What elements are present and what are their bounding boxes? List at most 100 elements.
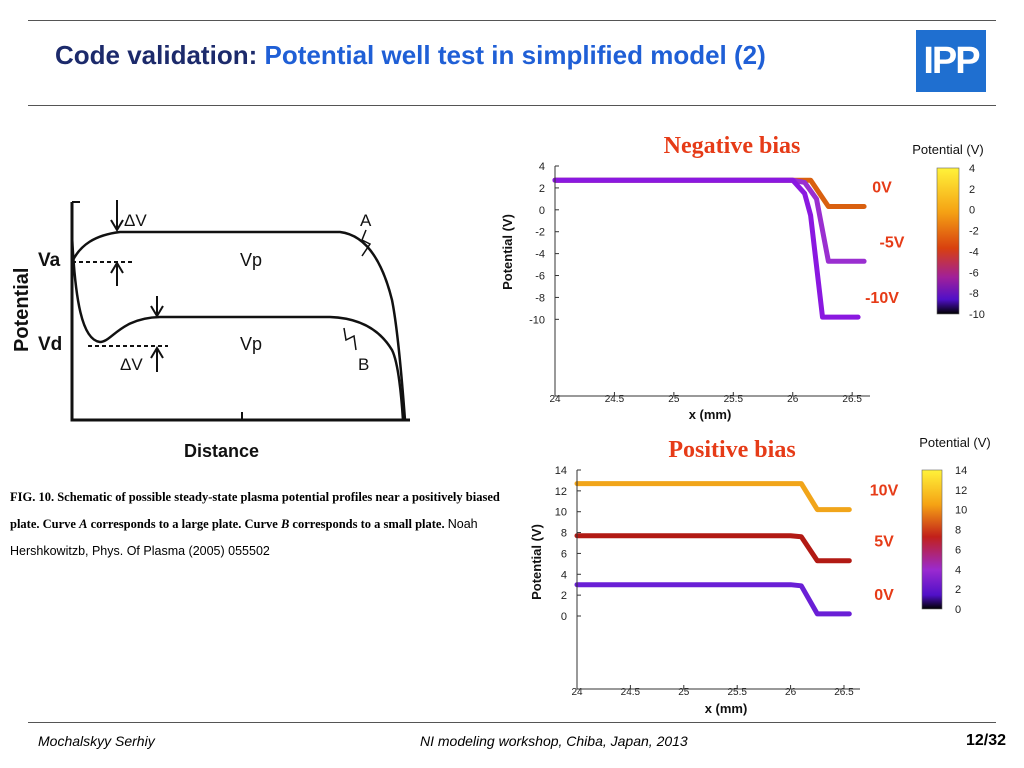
chart-title: Positive bias xyxy=(668,437,795,463)
positive-bias-chart: Positive bias Potential (V) x (mm) Poten… xyxy=(529,435,991,716)
colorbar-tick-label: 6 xyxy=(955,544,961,556)
x-tick-label: 26.5 xyxy=(834,687,854,698)
title-sub: Potential well test in simplified model … xyxy=(264,40,766,70)
page-title: Code validation: Potential well test in … xyxy=(55,40,766,71)
curve-b xyxy=(70,234,405,421)
series-line-10V xyxy=(574,481,852,513)
x-tick-labels: 24 24.5 25 25.5 26 26.5 xyxy=(549,392,862,405)
dv-top-label: ΔV xyxy=(124,211,147,230)
colorbar-tick-labels: 14 12 10 8 6 4 2 0 xyxy=(955,465,967,616)
axes-frame xyxy=(554,166,870,397)
caption-mid: corresponds to a large plate. Curve xyxy=(90,517,278,531)
schematic-frame xyxy=(70,202,410,422)
y-tick-label: 4 xyxy=(539,161,545,173)
series-lines xyxy=(574,481,852,617)
x-tick-label: 25 xyxy=(678,687,690,698)
y-tick-label: -6 xyxy=(535,271,545,283)
negative-bias-chart: Negative bias Potential (V) x (mm) Poten… xyxy=(500,133,985,422)
colorbar-tick-label: 8 xyxy=(955,525,961,537)
dv-top-arrow-up xyxy=(110,261,124,286)
colorbar-tick-label: -10 xyxy=(969,309,985,321)
footer-author: Mochalskyy Serhiy xyxy=(38,733,155,749)
schematic: Va Vd ΔV ΔV Vp Vp A B Potential Distance xyxy=(11,200,410,461)
caption-reference: Noah Hershkowitzb, Phys. Of Plasma (2005… xyxy=(10,517,478,558)
title-main: Code validation: xyxy=(55,40,258,70)
x-tick-label: 25.5 xyxy=(724,394,744,405)
colorbar-title: Potential (V) xyxy=(919,435,991,450)
colorbar-tick-label: 0 xyxy=(955,604,961,616)
colorbar-title: Potential (V) xyxy=(912,142,984,157)
curve-a-label: A xyxy=(360,211,372,230)
colorbar-tick-label: 0 xyxy=(969,205,975,217)
series-label: 0V xyxy=(872,180,892,197)
footer-rule xyxy=(28,722,996,723)
curve-a-pointer xyxy=(361,229,372,257)
series-label: -10V xyxy=(865,290,899,307)
curve-a xyxy=(70,230,407,421)
y-tick-label: -8 xyxy=(535,292,545,304)
header-rule-bottom xyxy=(28,105,996,106)
series-line--10V xyxy=(552,177,861,320)
y-tick-label: 6 xyxy=(561,548,567,560)
y-tick-label: 10 xyxy=(555,507,567,519)
y-tick-label: 0 xyxy=(539,205,545,217)
caption-curve-b: B xyxy=(280,517,290,531)
dv-bottom-label: ΔV xyxy=(120,355,143,374)
colorbar-tick-labels: 4 2 0 -2 -4 -6 -8 -10 xyxy=(969,163,985,321)
dv-top-arrow-down xyxy=(110,200,124,232)
colorbar-tick-label: -2 xyxy=(969,226,979,238)
y-tick-label: 12 xyxy=(555,486,567,498)
colorbar-tick-label: 2 xyxy=(969,184,975,196)
y-tick-label: 2 xyxy=(539,183,545,195)
colorbar-tick-label: -6 xyxy=(969,267,979,279)
colorbar-tick-label: 12 xyxy=(955,485,967,497)
y-tick-label: -2 xyxy=(535,227,545,239)
y-tick-label: 0 xyxy=(561,611,567,623)
vd-label: Vd xyxy=(38,334,62,355)
y-tick-label: -10 xyxy=(529,314,545,326)
header-rule-top xyxy=(28,20,996,21)
x-axis-label: x (mm) xyxy=(689,407,732,422)
colorbar-tick-label: 4 xyxy=(955,564,961,576)
series-label: 10V xyxy=(870,483,899,500)
ipp-logo: IPP xyxy=(916,30,986,92)
series-labels: 0V -5V -10V xyxy=(865,180,905,308)
caption-end: corresponds to a small plate. xyxy=(292,517,445,531)
x-tick-label: 25.5 xyxy=(727,687,747,698)
chart-title: Negative bias xyxy=(664,133,801,159)
colorbar xyxy=(921,469,943,610)
y-tick-label: 8 xyxy=(561,528,567,540)
colorbar-tick-label: 4 xyxy=(969,163,975,175)
schematic-x-axis-label: Distance xyxy=(184,441,259,461)
x-tick-label: 24.5 xyxy=(621,687,641,698)
colorbar-tick-label: -4 xyxy=(969,246,979,258)
y-tick-labels: 4 2 0 -2 -4 -6 -8 -10 xyxy=(529,161,559,326)
series-label: 5V xyxy=(874,534,894,551)
x-tick-labels: 24 24.5 25 25.5 26 26.5 xyxy=(571,685,854,698)
caption-fig: FIG. 10. Schematic of possible steady-st… xyxy=(10,490,500,531)
colorbar-tick-label: 14 xyxy=(955,465,967,477)
y-axis-label: Potential (V) xyxy=(500,214,515,290)
x-tick-label: 24.5 xyxy=(605,394,625,405)
curve-b-pointer xyxy=(343,327,357,351)
series-label: -5V xyxy=(880,234,905,251)
figure-caption: FIG. 10. Schematic of possible steady-st… xyxy=(10,484,515,565)
footer-event: NI modeling workshop, Chiba, Japan, 2013 xyxy=(420,733,688,749)
x-tick-label: 24 xyxy=(571,687,583,698)
x-tick-label: 26 xyxy=(785,687,797,698)
va-label: Va xyxy=(38,250,61,271)
page-number: 12/32 xyxy=(966,732,1007,749)
x-tick-label: 24 xyxy=(549,394,561,405)
dv-bottom-arrow-down xyxy=(150,296,164,318)
series-lines xyxy=(552,177,867,320)
dv-bottom-arrow-up xyxy=(150,346,164,372)
vp-top-label: Vp xyxy=(240,250,262,270)
vp-bottom-label: Vp xyxy=(240,334,262,354)
x-tick-label: 25 xyxy=(668,394,680,405)
axes-frame xyxy=(576,470,860,690)
y-tick-label: 4 xyxy=(561,569,567,581)
y-tick-labels: 14 12 10 8 6 4 2 0 xyxy=(555,465,581,623)
x-axis-label: x (mm) xyxy=(705,701,748,716)
series-labels: 10V 5V 0V xyxy=(870,483,899,604)
schematic-y-axis-label: Potential xyxy=(11,268,33,352)
